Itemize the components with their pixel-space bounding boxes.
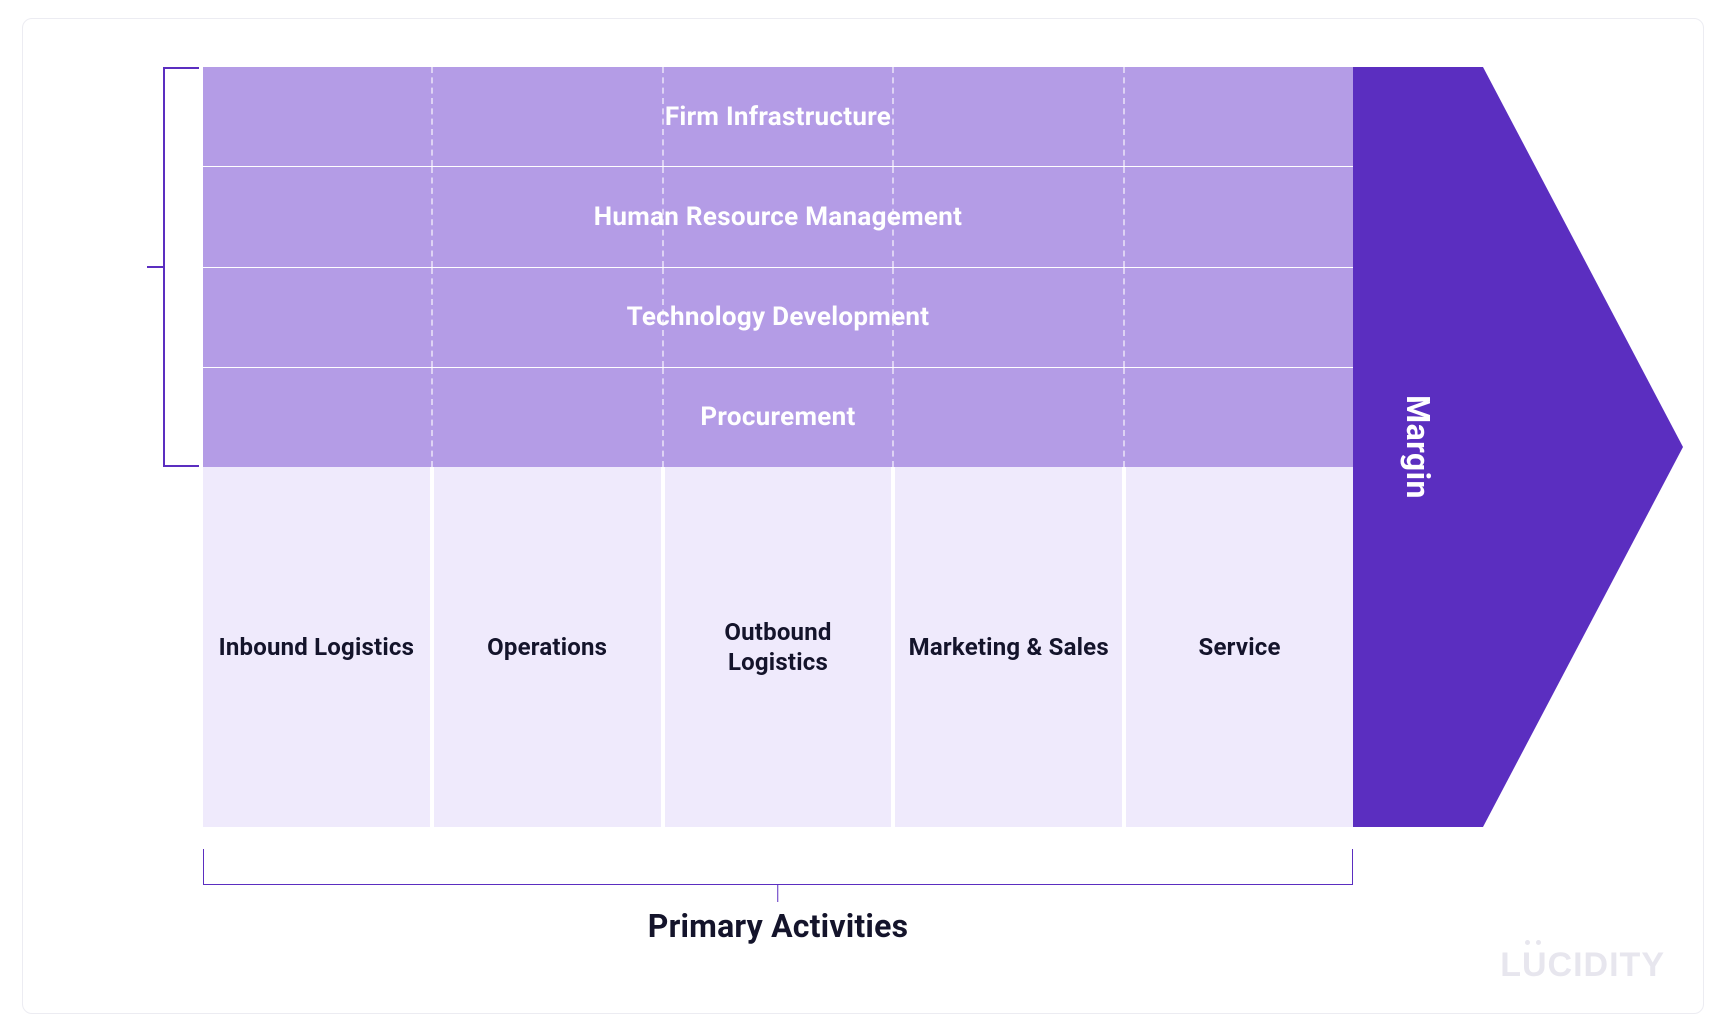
primary-col-label: Inbound Logistics bbox=[219, 632, 415, 662]
primary-col-marketing-sales: Marketing & Sales bbox=[895, 467, 1122, 827]
primary-col-inbound-logistics: Inbound Logistics bbox=[203, 467, 430, 827]
primary-activities-bracket bbox=[203, 849, 1353, 885]
primary-activities-block: Inbound Logistics Operations Outbound Lo… bbox=[203, 467, 1353, 827]
support-row-label: Procurement bbox=[700, 402, 855, 432]
support-bracket-tick bbox=[147, 266, 165, 268]
primary-col-label: Operations bbox=[487, 632, 607, 662]
support-row-firm-infrastructure: Firm Infrastructure bbox=[203, 67, 1353, 167]
margin-block: Margin bbox=[1353, 67, 1483, 827]
primary-col-label: Service bbox=[1199, 632, 1281, 662]
primary-col-outbound-logistics: Outbound Logistics bbox=[665, 467, 892, 827]
watermark-logo: LUCIDITY bbox=[1500, 946, 1665, 985]
support-activities-axis-label: Support Activities bbox=[87, 0, 125, 67]
primary-activities-axis-label: Primary Activities bbox=[203, 907, 1353, 945]
support-row-label: Human Resource Management bbox=[594, 202, 963, 232]
support-activities-block: Firm Infrastructure Human Resource Manag… bbox=[203, 67, 1353, 467]
support-row-technology-development: Technology Development bbox=[203, 268, 1353, 368]
support-row-label: Technology Development bbox=[627, 302, 930, 332]
support-row-hr-management: Human Resource Management bbox=[203, 167, 1353, 267]
primary-col-label: Outbound Logistics bbox=[677, 617, 880, 677]
value-chain-body: Firm Infrastructure Human Resource Manag… bbox=[203, 67, 1353, 827]
support-activities-bracket bbox=[163, 67, 199, 467]
primary-col-service: Service bbox=[1126, 467, 1353, 827]
support-row-label: Firm Infrastructure bbox=[665, 102, 891, 132]
primary-col-operations: Operations bbox=[434, 467, 661, 827]
margin-label: Margin bbox=[1399, 395, 1437, 499]
support-row-procurement: Procurement bbox=[203, 368, 1353, 467]
diagram-card: Support Activities Firm Infrastructure H… bbox=[22, 18, 1704, 1014]
primary-col-label: Marketing & Sales bbox=[909, 632, 1109, 662]
margin-arrowhead bbox=[1483, 67, 1683, 827]
primary-bracket-tick bbox=[777, 884, 778, 902]
